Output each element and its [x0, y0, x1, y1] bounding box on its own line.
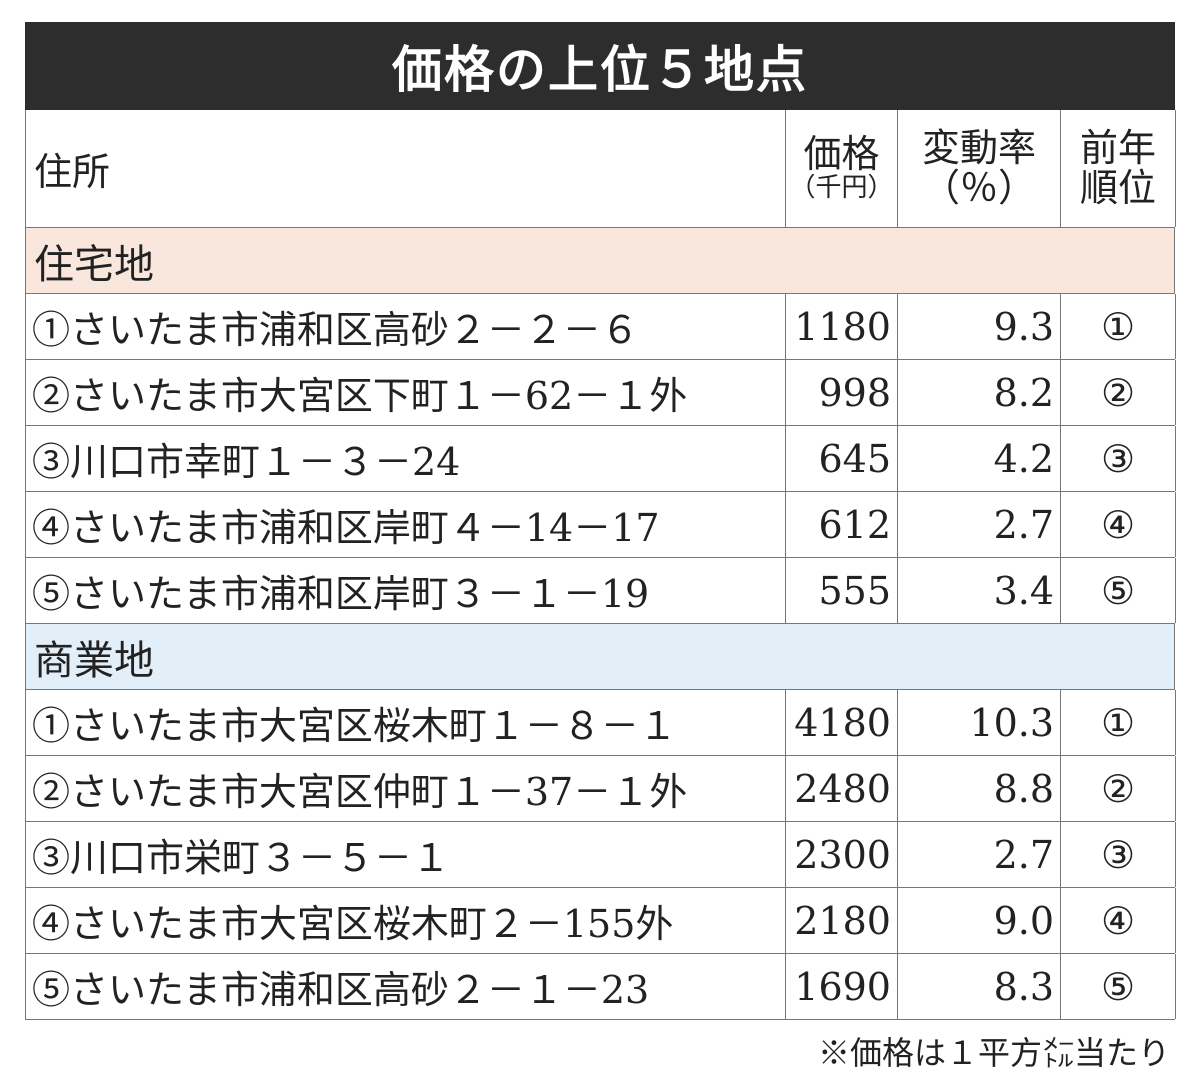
data-row: ④さいたま市大宮区桜木町２－155外 2180 9.0 ④ — [25, 888, 1176, 954]
footnote: ※価格は１平方㍍当たり — [817, 1034, 1170, 1072]
table-graphic: 価格の上位５地点 住所 価格 （千円） 変動率 （％） 前年 順位 住宅地 ①さい… — [25, 22, 1176, 1020]
address: ①さいたま市浦和区高砂２－２－６ — [26, 294, 786, 359]
data-row: ③川口市幸町１－３－24 645 4.2 ③ — [25, 426, 1176, 492]
previous-rank: ② — [1061, 756, 1176, 821]
address: ②さいたま市大宮区下町１－62－１外 — [26, 360, 786, 425]
change-rate: 2.7 — [898, 492, 1061, 557]
header-price: 価格 （千円） — [786, 110, 898, 227]
title: 価格の上位５地点 — [25, 22, 1175, 110]
change-rate: 2.7 — [898, 822, 1061, 887]
header-rank-line: 順位 — [1079, 165, 1156, 210]
previous-rank: ④ — [1061, 888, 1176, 953]
previous-rank: ⑤ — [1061, 558, 1176, 623]
previous-rank: ③ — [1061, 426, 1176, 491]
change-rate: 8.2 — [898, 360, 1061, 425]
header-price-unit: （千円） — [789, 172, 894, 203]
header-address: 住所 — [26, 110, 786, 227]
data-row: ①さいたま市大宮区桜木町１－８－１ 4180 10.3 ① — [25, 690, 1176, 756]
address: ④さいたま市浦和区岸町４－14－17 — [26, 492, 786, 557]
section-header: 商業地 — [25, 624, 1175, 690]
header-rate: 変動率 （％） — [898, 110, 1061, 227]
change-rate: 9.0 — [898, 888, 1061, 953]
price: 4180 — [786, 690, 898, 755]
change-rate: 8.3 — [898, 954, 1061, 1019]
price: 2480 — [786, 756, 898, 821]
price: 998 — [786, 360, 898, 425]
change-rate: 10.3 — [898, 690, 1061, 755]
address: ③川口市栄町３－５－１ — [26, 822, 786, 887]
table-body: 住宅地 ①さいたま市浦和区高砂２－２－６ 1180 9.3 ① ②さいたま市大宮区下町１－… — [25, 228, 1176, 1020]
price: 1690 — [786, 954, 898, 1019]
previous-rank: ② — [1061, 360, 1176, 425]
data-row: ②さいたま市大宮区仲町１－37－１外 2480 8.8 ② — [25, 756, 1176, 822]
previous-rank: ④ — [1061, 492, 1176, 557]
address: ④さいたま市大宮区桜木町２－155外 — [26, 888, 786, 953]
address: ⑤さいたま市浦和区岸町３－１－19 — [26, 558, 786, 623]
data-row: ③川口市栄町３－５－１ 2300 2.7 ③ — [25, 822, 1176, 888]
change-rate: 9.3 — [898, 294, 1061, 359]
previous-rank: ① — [1061, 294, 1176, 359]
section-header: 住宅地 — [25, 228, 1175, 294]
header-rate-label: 変動率 — [921, 125, 1036, 170]
address: ①さいたま市大宮区桜木町１－８－１ — [26, 690, 786, 755]
data-row: ②さいたま市大宮区下町１－62－１外 998 8.2 ② — [25, 360, 1176, 426]
price: 555 — [786, 558, 898, 623]
price: 612 — [786, 492, 898, 557]
price: 1180 — [786, 294, 898, 359]
price: 645 — [786, 426, 898, 491]
header-rank-line: 前年 — [1079, 125, 1156, 170]
price: 2180 — [786, 888, 898, 953]
data-row: ①さいたま市浦和区高砂２－２－６ 1180 9.3 ① — [25, 294, 1176, 360]
header-rank: 前年 順位 — [1061, 110, 1176, 227]
change-rate: 3.4 — [898, 558, 1061, 623]
address: ⑤さいたま市浦和区高砂２－１－23 — [26, 954, 786, 1019]
header-price-label: 価格 — [803, 131, 880, 176]
price: 2300 — [786, 822, 898, 887]
header-rate-unit: （％） — [921, 165, 1036, 210]
previous-rank: ③ — [1061, 822, 1176, 887]
address: ③川口市幸町１－３－24 — [26, 426, 786, 491]
data-row: ⑤さいたま市浦和区高砂２－１－23 1690 8.3 ⑤ — [25, 954, 1176, 1020]
header-row: 住所 価格 （千円） 変動率 （％） 前年 順位 — [25, 110, 1176, 228]
previous-rank: ① — [1061, 690, 1176, 755]
previous-rank: ⑤ — [1061, 954, 1176, 1019]
change-rate: 4.2 — [898, 426, 1061, 491]
data-row: ④さいたま市浦和区岸町４－14－17 612 2.7 ④ — [25, 492, 1176, 558]
address: ②さいたま市大宮区仲町１－37－１外 — [26, 756, 786, 821]
data-row: ⑤さいたま市浦和区岸町３－１－19 555 3.4 ⑤ — [25, 558, 1176, 624]
change-rate: 8.8 — [898, 756, 1061, 821]
